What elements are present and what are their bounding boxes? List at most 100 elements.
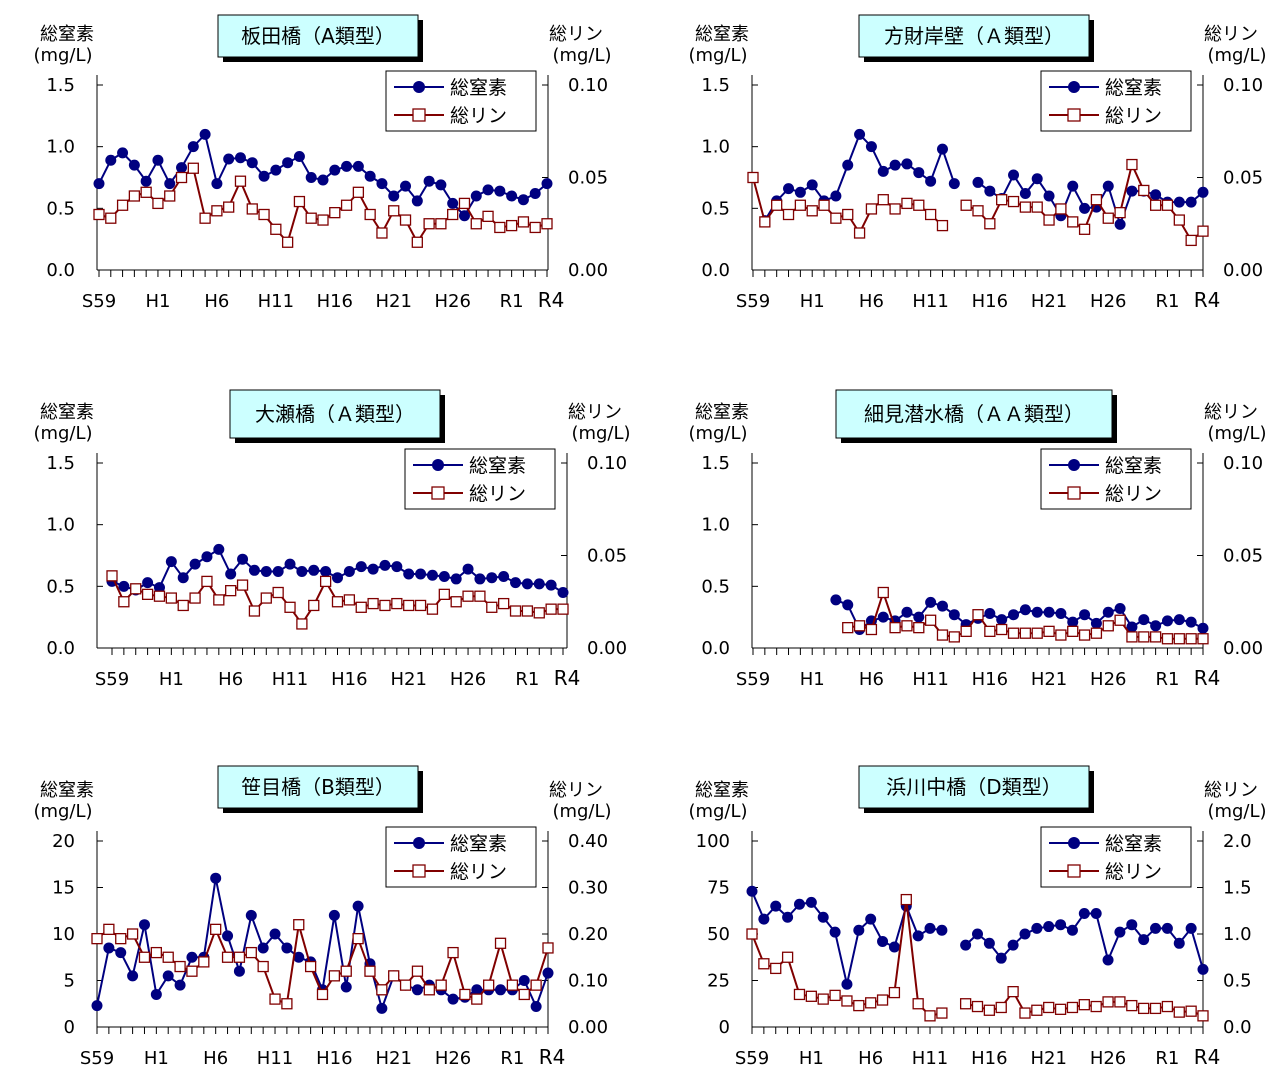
phosphorus-point — [270, 223, 282, 235]
phosphorus-point — [793, 988, 806, 1001]
phosphorus-point — [1090, 194, 1103, 206]
phosphorus-point — [494, 221, 506, 234]
nitrogen-point — [329, 164, 341, 176]
nitrogen-point — [152, 154, 164, 166]
nitrogen-point — [379, 559, 391, 571]
nitrogen-point — [1138, 934, 1150, 946]
y1-tick-label: 1.5 — [701, 453, 730, 474]
nitrogen-line — [763, 132, 956, 222]
phosphorus-point — [1126, 631, 1138, 643]
nitrogen-point — [438, 570, 450, 582]
x-tick-label: H11 — [912, 1048, 948, 1068]
phosphorus-point — [865, 623, 878, 636]
y2-tick-label: 0.00 — [1223, 638, 1263, 659]
y2-tick-label: 1.5 — [1223, 878, 1252, 899]
phosphorus-point — [924, 1010, 936, 1022]
phosphorus-point — [1031, 201, 1043, 213]
nitrogen-point — [936, 600, 948, 612]
nitrogen-point — [1150, 189, 1162, 201]
nitrogen-point — [521, 578, 533, 590]
y1-tick-label: 0.0 — [46, 638, 75, 659]
y1-axis-label: 総窒素 — [40, 780, 94, 801]
phosphorus-point — [901, 197, 913, 210]
nitrogen-point — [1114, 603, 1126, 615]
nitrogen-point — [411, 195, 423, 207]
nitrogen-point — [1019, 604, 1031, 616]
phosphorus-point — [118, 596, 130, 608]
nitrogen-point — [257, 942, 269, 954]
nitrogen-point — [983, 937, 995, 949]
phosphorus-point — [996, 623, 1008, 636]
nitrogen-point — [305, 172, 317, 183]
chart-panel-1: 総窒素(mg/L)総リン(mg/L)0.00.51.01.50.000.050.… — [33, 14, 612, 312]
nitrogen-point — [1126, 919, 1138, 931]
y2-axis-label: 総リン — [549, 780, 603, 801]
phosphorus-point — [293, 919, 305, 931]
phosphorus-point — [794, 199, 807, 211]
y2-tick-label: 0.5 — [1223, 971, 1252, 992]
phosphorus-point — [189, 592, 201, 604]
legend-nitrogen-label: 総窒素 — [1105, 455, 1162, 477]
nitrogen-point — [533, 578, 545, 590]
nitrogen-point — [842, 599, 854, 611]
phosphorus-point — [505, 219, 518, 232]
phosphorus-point — [1149, 199, 1162, 211]
phosphorus-point — [399, 979, 412, 991]
legend-phosphorus-label: 総リン — [1105, 861, 1162, 883]
phosphorus-point — [91, 933, 103, 945]
y2-tick-label: 0.20 — [568, 924, 608, 945]
legend-phosphorus-marker — [1067, 864, 1081, 878]
phosphorus-point — [411, 965, 424, 977]
phosphorus-point — [1090, 627, 1103, 639]
phosphorus-point — [426, 603, 439, 615]
nitrogen-point — [199, 128, 211, 140]
nitrogen-point — [1173, 937, 1185, 949]
nitrogen-point — [237, 553, 249, 565]
x-tick-label: R4 — [1194, 1045, 1221, 1068]
nitrogen-point — [829, 926, 841, 938]
y1-tick-label: 20 — [52, 831, 75, 852]
nitrogen-point — [415, 568, 427, 580]
x-tick-label: R1 — [1155, 669, 1179, 690]
phosphorus-point — [533, 607, 545, 619]
phosphorus-point — [545, 603, 557, 615]
phosphorus-point — [506, 979, 519, 991]
x-tick-label: H16 — [972, 669, 1008, 690]
y2-tick-label: 0.30 — [568, 878, 608, 899]
nitrogen-point — [341, 160, 353, 172]
nitrogen-point — [281, 942, 293, 954]
nitrogen-point — [270, 164, 282, 176]
phosphorus-point — [483, 979, 495, 991]
phosphorus-point — [1019, 627, 1032, 639]
nitrogen-point — [1161, 922, 1173, 934]
nitrogen-point — [517, 194, 529, 206]
phosphorus-point — [329, 206, 341, 219]
phosphorus-point — [984, 625, 996, 637]
chart-title: 板田橋（A類型） — [241, 24, 395, 48]
nitrogen-point — [201, 551, 213, 563]
title-box — [835, 389, 1113, 439]
phosphorus-point — [257, 960, 269, 973]
nitrogen-point — [177, 572, 189, 584]
nitrogen-point — [936, 924, 948, 936]
chart-title: 方財岸壁（Ａ類型） — [884, 24, 1064, 48]
phosphorus-point — [1185, 1005, 1197, 1017]
y2-tick-label: 0.05 — [587, 546, 627, 567]
phosphorus-point — [1197, 633, 1209, 645]
nitrogen-point — [1114, 926, 1126, 938]
phosphorus-point — [150, 946, 162, 959]
phosphorus-point — [1161, 633, 1174, 645]
nitrogen-point — [960, 939, 972, 951]
nitrogen-point — [117, 147, 129, 159]
phosphorus-point — [486, 601, 498, 613]
nitrogen-point — [830, 594, 842, 606]
phosphorus-point — [1173, 1006, 1185, 1018]
phosphorus-point — [105, 212, 117, 224]
phosphorus-point — [770, 962, 782, 975]
x-tick-label: S59 — [736, 291, 770, 312]
nitrogen-point — [103, 942, 115, 954]
nitrogen-point — [1031, 922, 1043, 934]
phosphorus-point — [518, 988, 530, 1001]
y2-tick-label: 0.0 — [1223, 1017, 1252, 1038]
y1-axis-unit: (mg/L) — [33, 423, 92, 444]
